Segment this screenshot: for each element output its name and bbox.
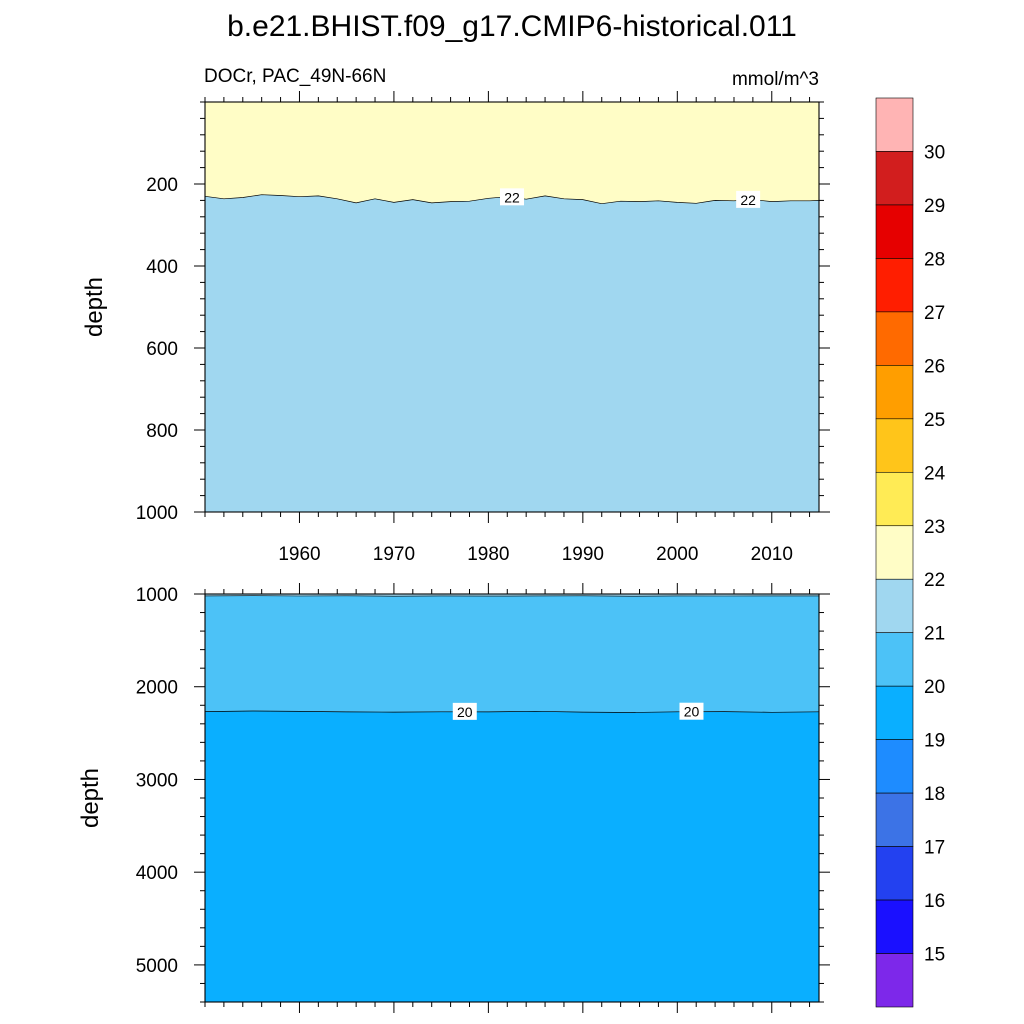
x-tick-label: 2010 — [751, 544, 793, 565]
colorbar-swatch — [875, 846, 914, 901]
chart-title: b.e21.BHIST.f09_g17.CMIP6-historical.011 — [227, 10, 797, 43]
colorbar-swatch — [875, 632, 914, 687]
colorbar-label: 26 — [924, 356, 945, 377]
colorbar-swatch — [875, 204, 914, 259]
x-tick-label: 2000 — [656, 544, 698, 565]
x-tick-label: 1960 — [278, 544, 320, 565]
contour-label-bg — [452, 702, 477, 720]
contour-label-bg — [500, 188, 524, 206]
y-tick-label: 2000 — [136, 678, 178, 699]
y-tick-label: 200 — [146, 175, 178, 196]
colorbar-swatch — [875, 525, 914, 580]
band-19-20 — [205, 711, 819, 1002]
colorbar-label: 20 — [924, 677, 945, 698]
colorbar-swatch — [875, 311, 914, 366]
y-tick-label: 600 — [146, 339, 178, 360]
y-tick-label: 4000 — [136, 863, 178, 884]
left-subtitle: DOCr, PAC_49N-66N — [204, 66, 386, 87]
colorbar-label: 23 — [924, 517, 945, 538]
contour-label-bg — [736, 190, 761, 208]
contour-label: 22 — [740, 192, 756, 208]
x-tick-label: 1990 — [562, 544, 604, 565]
contour-label: 20 — [684, 704, 700, 720]
contour-line-21 — [204, 595, 819, 597]
y-tick-label: 5000 — [136, 956, 178, 977]
x-tick-label: 1980 — [467, 544, 509, 565]
contour-label: 20 — [457, 704, 473, 720]
colorbar-label: 30 — [924, 142, 945, 163]
colorbar-label: 28 — [924, 249, 945, 270]
y-tick-label: 1000 — [136, 503, 178, 524]
colorbar-swatch — [875, 258, 914, 313]
y-tick-label: 3000 — [136, 770, 178, 791]
colorbar-swatch — [875, 899, 914, 954]
y-tick-label: 800 — [146, 421, 178, 442]
colorbar-label: 21 — [924, 624, 945, 645]
band-21-22 — [205, 194, 819, 512]
colorbar-swatch — [875, 792, 914, 847]
colorbar-label: 25 — [924, 410, 945, 431]
colorbar-label: 22 — [924, 570, 945, 591]
contour-label-bg — [679, 702, 704, 720]
contour-label: 22 — [504, 189, 520, 205]
colorbar-label: 16 — [924, 891, 945, 912]
colorbar-swatch — [875, 578, 914, 634]
lower-panel: 20 20 1000 2000 3000 4000 5000 depth — [77, 583, 830, 1013]
colorbar: 30 29 28 27 26 25 24 23 22 21 20 19 18 17 16 15 — [875, 97, 946, 1008]
colorbar-label: 15 — [924, 945, 945, 966]
colorbar-swatch — [875, 739, 914, 794]
colorbar-swatch — [875, 418, 914, 473]
plot-frame — [204, 101, 820, 513]
colorbar-swatch — [875, 365, 914, 420]
x-tick-label: 1970 — [373, 544, 415, 565]
colorbar-swatch — [875, 151, 914, 206]
colorbar-swatch — [875, 97, 914, 152]
right-subtitle: mmol/m^3 — [732, 69, 819, 90]
y-tick-label: 400 — [146, 257, 178, 278]
colorbar-label: 19 — [924, 731, 945, 752]
y-axis-label: depth — [77, 768, 104, 828]
contour-line-20 — [204, 710, 820, 713]
y-tick-label: 1000 — [136, 585, 178, 606]
colorbar-label: 29 — [924, 196, 945, 217]
y-axis-label: depth — [81, 277, 108, 337]
colorbar-label: 17 — [924, 838, 945, 859]
colorbar-swatch — [875, 953, 914, 1008]
colorbar-swatch — [875, 471, 914, 527]
colorbar-label: 18 — [924, 784, 945, 805]
colorbar-label: 27 — [924, 303, 945, 324]
upper-panel: 22 22 1960 1970 1980 1990 2000 2010 200 400 600 800… — [81, 91, 830, 565]
colorbar-label: 24 — [924, 463, 946, 484]
colorbar-swatch — [875, 685, 914, 740]
